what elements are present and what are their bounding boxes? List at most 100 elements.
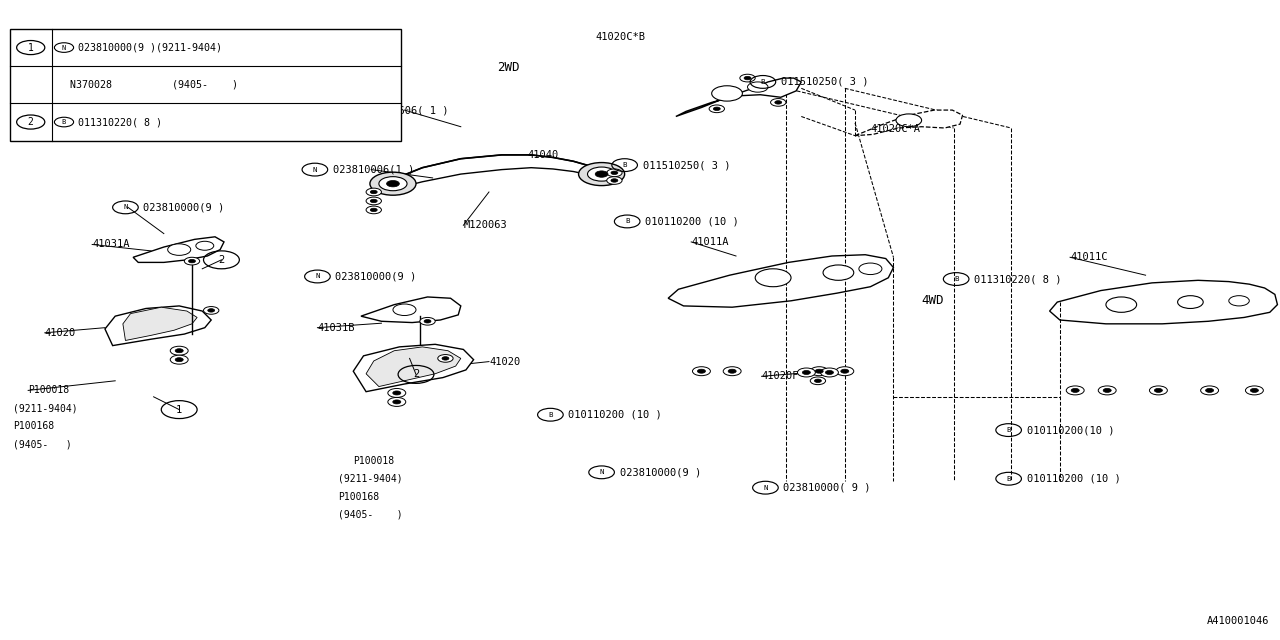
Circle shape	[814, 379, 822, 383]
Text: 41040: 41040	[527, 150, 558, 160]
Polygon shape	[668, 255, 893, 307]
Polygon shape	[105, 306, 211, 346]
Circle shape	[370, 199, 378, 203]
Circle shape	[1103, 388, 1111, 392]
Circle shape	[379, 177, 407, 191]
Text: 2WD: 2WD	[497, 61, 520, 74]
Circle shape	[771, 99, 786, 106]
Circle shape	[170, 355, 188, 364]
Polygon shape	[384, 155, 612, 192]
Circle shape	[748, 82, 768, 92]
Text: 41020F: 41020F	[762, 371, 799, 381]
Text: 023810000(9 ): 023810000(9 )	[335, 271, 416, 282]
Circle shape	[366, 206, 381, 214]
Circle shape	[728, 369, 736, 373]
Circle shape	[388, 388, 406, 397]
Circle shape	[1155, 388, 1162, 392]
Circle shape	[740, 74, 755, 82]
Circle shape	[196, 241, 214, 250]
Text: P100168: P100168	[338, 492, 379, 502]
Text: 41011A: 41011A	[691, 237, 728, 247]
Circle shape	[820, 368, 838, 377]
Text: 011310220( 8 ): 011310220( 8 )	[78, 117, 163, 127]
Circle shape	[204, 307, 219, 314]
Circle shape	[188, 259, 196, 263]
Text: N: N	[315, 273, 320, 280]
Circle shape	[207, 308, 215, 312]
Circle shape	[387, 180, 399, 187]
Circle shape	[1201, 386, 1219, 395]
Circle shape	[841, 369, 849, 373]
Text: N: N	[763, 484, 768, 491]
Circle shape	[370, 208, 378, 212]
Text: N: N	[61, 45, 67, 51]
Text: 010110200(10 ): 010110200(10 )	[1027, 425, 1114, 435]
Text: M120063: M120063	[463, 220, 507, 230]
Circle shape	[1245, 386, 1263, 395]
Text: B: B	[548, 412, 553, 418]
Circle shape	[442, 356, 449, 360]
Circle shape	[823, 265, 854, 280]
Text: B: B	[625, 218, 630, 225]
Text: 2: 2	[219, 255, 224, 265]
Text: P100168: P100168	[13, 421, 54, 431]
Circle shape	[712, 86, 742, 101]
Polygon shape	[361, 297, 461, 323]
Circle shape	[579, 163, 625, 186]
Text: 41031B: 41031B	[317, 323, 355, 333]
Text: 010110200 (10 ): 010110200 (10 )	[645, 216, 739, 227]
Text: 41020: 41020	[489, 356, 520, 367]
Circle shape	[370, 172, 416, 195]
Circle shape	[424, 319, 431, 323]
Text: N370028          (9405-    ): N370028 (9405- )	[70, 80, 238, 90]
Text: (9405-    ): (9405- )	[338, 509, 402, 520]
Circle shape	[1229, 296, 1249, 306]
Circle shape	[170, 346, 188, 355]
Polygon shape	[366, 347, 461, 387]
Text: 41031A: 41031A	[92, 239, 129, 250]
Text: B: B	[1006, 476, 1011, 482]
Circle shape	[709, 105, 724, 113]
Polygon shape	[1050, 280, 1277, 324]
Circle shape	[774, 100, 782, 104]
Text: A410001046: A410001046	[1207, 616, 1270, 626]
Circle shape	[1149, 386, 1167, 395]
Circle shape	[366, 197, 381, 205]
Text: 011510250( 3 ): 011510250( 3 )	[781, 77, 868, 87]
Text: B: B	[760, 79, 765, 85]
Text: 1: 1	[177, 404, 182, 415]
Text: N: N	[599, 469, 604, 476]
Circle shape	[393, 400, 401, 404]
Text: 023810000(9 )(9211-9404): 023810000(9 )(9211-9404)	[78, 42, 223, 52]
Polygon shape	[676, 78, 801, 116]
Circle shape	[588, 167, 616, 181]
Circle shape	[723, 367, 741, 376]
Circle shape	[184, 257, 200, 265]
Text: B: B	[340, 107, 346, 113]
Circle shape	[797, 368, 815, 377]
Circle shape	[393, 304, 416, 316]
Text: B: B	[61, 119, 67, 125]
Polygon shape	[133, 237, 224, 262]
Circle shape	[810, 367, 828, 376]
Text: 010110200 (10 ): 010110200 (10 )	[1027, 474, 1120, 484]
Circle shape	[1206, 388, 1213, 392]
Text: N: N	[312, 166, 317, 173]
Text: B: B	[622, 162, 627, 168]
Text: (9211-9404): (9211-9404)	[13, 403, 77, 413]
Circle shape	[595, 171, 608, 177]
Circle shape	[859, 263, 882, 275]
Text: 2: 2	[413, 369, 419, 380]
Circle shape	[755, 269, 791, 287]
Circle shape	[168, 244, 191, 255]
Circle shape	[810, 377, 826, 385]
Circle shape	[607, 169, 622, 177]
Text: P100018: P100018	[28, 385, 69, 396]
Text: B: B	[1006, 427, 1011, 433]
Text: 011310220( 8 ): 011310220( 8 )	[974, 274, 1061, 284]
Circle shape	[836, 367, 854, 376]
Circle shape	[611, 179, 618, 182]
Circle shape	[803, 371, 810, 374]
Circle shape	[1071, 388, 1079, 392]
Polygon shape	[353, 344, 474, 392]
